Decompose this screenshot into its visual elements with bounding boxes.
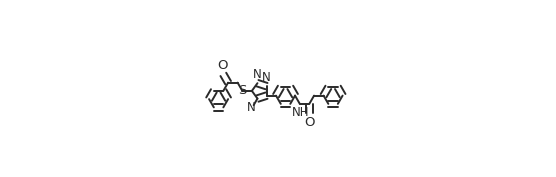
Text: N: N <box>262 71 271 84</box>
Text: N: N <box>253 68 262 81</box>
Text: O: O <box>217 59 227 72</box>
Text: NH: NH <box>291 106 309 119</box>
Text: O: O <box>304 116 315 129</box>
Text: S: S <box>238 84 246 97</box>
Text: N: N <box>247 101 256 114</box>
